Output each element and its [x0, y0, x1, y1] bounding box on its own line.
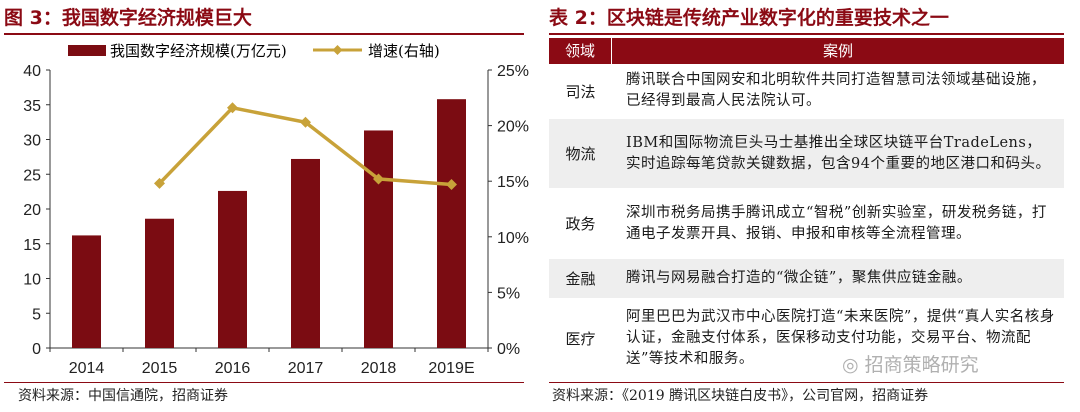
y2-tick-label: 5% [497, 285, 520, 302]
y-tick-label: 40 [23, 63, 41, 80]
header-case: 案例 [822, 42, 853, 60]
row-field: 物流 [565, 145, 596, 163]
row-case: IBM和国际物流巨头马士基推出全球区块链平台TradeLens，实时追踪每笔贷款… [626, 134, 1051, 172]
title-rule-right [549, 33, 1064, 35]
legend-line-marker [332, 45, 343, 55]
y-tick-label: 5 [32, 306, 41, 323]
table-row: 金融 腾讯与网易融合打造的“微企链”，聚焦供应链金融。 [549, 259, 1064, 299]
y2-tick-label: 25% [497, 63, 529, 80]
growth-point-2016 [227, 102, 238, 114]
x-tick-label: 2017 [288, 360, 324, 377]
source-rule-left [4, 382, 524, 383]
legend-line-label: 增速(右轴) [368, 42, 440, 60]
y-tick-label: 10 [23, 272, 41, 289]
source-rule-right [549, 382, 1064, 383]
y-tick-label: 0 [32, 341, 41, 358]
row-case: 阿里巴巴为武汉市中心医院打造“未来医院”，提供“真人实名核身认证，金融支付体系，… [626, 309, 1055, 367]
x-tick-label: 2016 [215, 360, 251, 377]
legend-bar-swatch [68, 45, 106, 56]
header-field: 领域 [549, 38, 612, 64]
bar-2015 [145, 218, 174, 348]
bar-2019E [437, 99, 466, 348]
y-tick-label: 25 [23, 167, 41, 184]
table-header: 领域 案例 [549, 38, 1064, 64]
bar-2014 [72, 235, 101, 348]
chart-figure-title: 图 3：我国数字经济规模巨大 [4, 7, 252, 29]
row-case: 深圳市税务局携手腾讯成立“智税”创新实验室，研发税务链，打通电子发票开具、报销、… [626, 204, 1047, 242]
bar-2017 [291, 158, 320, 348]
table-row: 政务 深圳市税务局携手腾讯成立“智税”创新实验室，研发税务链，打通电子发票开具、… [549, 189, 1064, 259]
legend-bar-label: 我国数字经济规模(万亿元) [110, 42, 287, 60]
wechat-icon: ◎ [842, 354, 865, 376]
table-row: 司法 腾讯联合中国网安和北明软件共同打造智慧司法领域基础设施，已经得到最高人民法… [549, 64, 1064, 119]
x-tick-label: 2015 [142, 360, 178, 377]
digital-economy-chart: 我国数字经济规模(万亿元) 增速(右轴) 0 5 10 15 20 25 30 35 40 0% 5… [23, 42, 529, 377]
x-tick-label: 2014 [69, 360, 105, 377]
y-tick-label: 30 [23, 133, 41, 150]
y-tick-label: 35 [23, 98, 41, 115]
chart-source-note: 资料来源：中国信通院，招商证券 [18, 388, 228, 404]
row-field: 政务 [565, 215, 596, 233]
row-field: 医疗 [565, 330, 596, 348]
row-field: 金融 [565, 270, 596, 288]
table-title: 表 2：区块链是传统产业数字化的重要技术之一 [549, 7, 949, 29]
growth-point-2019E [446, 179, 457, 191]
table-row: 物流 IBM和国际物流巨头马士基推出全球区块链平台TradeLens，实时追踪每… [549, 119, 1064, 189]
blockchain-cases-table: 领域 案例 司法 腾讯联合中国网安和北明软件共同打造智慧司法领域基础设施，已经得… [549, 38, 1064, 379]
y-tick-label: 15 [23, 237, 41, 254]
y2-tick-label: 20% [497, 119, 529, 136]
x-tick-label: 2019E [428, 360, 474, 377]
y2-tick-label: 10% [497, 230, 529, 247]
growth-point-2015 [154, 177, 165, 189]
table-row: 医疗 阿里巴巴为武汉市中心医院打造“未来医院”，提供“真人实名核身认证，金融支付… [549, 299, 1064, 379]
row-case: 腾讯与网易融合打造的“微企链”，聚焦供应链金融。 [626, 270, 972, 286]
table-source-note: 资料来源：《2019 腾讯区块链白皮书》，公司官网，招商证券 [552, 388, 929, 404]
y-tick-label: 20 [23, 202, 41, 219]
row-field: 司法 [565, 82, 596, 101]
wechat-watermark: ◎ 招商策略研究 [842, 350, 979, 377]
y2-tick-label: 0% [497, 341, 520, 358]
title-rule-left [4, 33, 524, 35]
chart-legend: 我国数字经济规模(万亿元) 增速(右轴) [68, 42, 440, 60]
bar-2016 [218, 190, 247, 348]
watermark-text: 招商策略研究 [864, 354, 979, 376]
x-tick-label: 2018 [361, 360, 397, 377]
growth-point-2017 [300, 116, 311, 128]
y2-tick-label: 15% [497, 174, 529, 191]
bar-2018 [364, 130, 393, 348]
growth-point-2018 [373, 173, 384, 185]
row-case: 腾讯联合中国网安和北明软件共同打造智慧司法领域基础设施，已经得到最高人民法院认可… [626, 72, 1046, 109]
